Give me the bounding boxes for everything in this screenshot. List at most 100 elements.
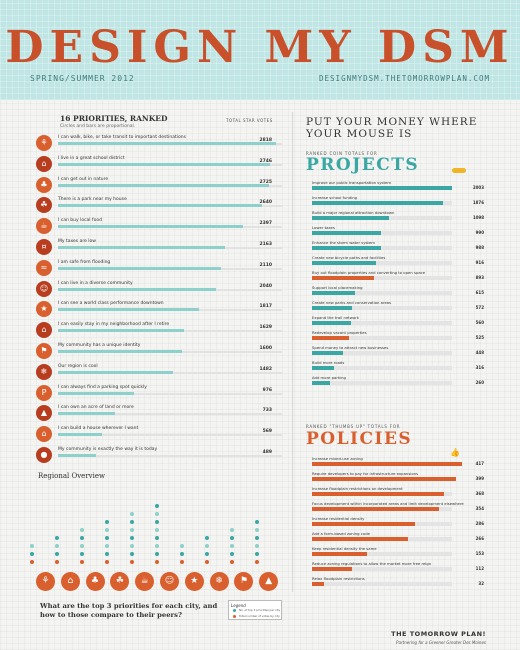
regional-marker — [105, 552, 109, 556]
legend-row: Total number of votes by city — [231, 614, 280, 620]
page-title: DESIGN MY DSM — [5, 22, 515, 73]
project-track — [312, 246, 452, 250]
policy-row: Increase residential density 286 — [306, 516, 484, 529]
priority-row: ☘ There is a park near my house 2640 — [36, 194, 282, 216]
legend-label: Total number of votes by city — [239, 614, 280, 618]
money-title: PUT YOUR MONEY WHERE YOUR MOUSE IS — [306, 116, 478, 140]
priority-label: I can walk, bike, or take transit to imp… — [58, 135, 186, 140]
theater-icon: ★ — [36, 301, 52, 318]
regional-marker — [55, 536, 59, 540]
policy-label: Increase floodplain restrictions on deve… — [312, 486, 403, 491]
policy-row: Add a form-based zoning code 266 — [306, 531, 484, 544]
policy-label: Focus development within incorporated ar… — [312, 501, 464, 506]
priority-label: I can see a world class performance down… — [58, 301, 164, 307]
project-track — [312, 261, 452, 265]
project-row: Support local placemaking 615 — [306, 285, 484, 298]
priority-value: 489 — [262, 450, 272, 455]
priority-value: 2040 — [259, 283, 272, 289]
policy-value: 112 — [475, 566, 484, 571]
project-track — [312, 336, 452, 340]
policy-row: Increase floodplain restrictions on deve… — [306, 486, 484, 499]
priority-value: 2397 — [259, 221, 272, 227]
priority-bar — [58, 225, 244, 229]
priority-value: 1600 — [259, 346, 272, 351]
regional-marker — [80, 528, 84, 532]
policy-value: 417 — [475, 461, 484, 466]
priority-label: I can build a house wherever I want — [58, 426, 139, 432]
flood-icon: ≈ — [36, 259, 52, 276]
project-value: 990 — [475, 230, 484, 235]
priority-value: 1817 — [259, 304, 272, 310]
priority-value: 976 — [262, 387, 272, 393]
site-url[interactable]: DESIGNMYDSM.THETOMORROWPLAN.COM — [319, 74, 490, 83]
regional-marker — [255, 528, 259, 532]
priorities-subtitle: Circles and bars are proportional. — [60, 124, 136, 129]
regional-marker — [80, 552, 84, 556]
regional-marker — [180, 552, 184, 556]
project-track — [312, 276, 452, 280]
project-bar — [312, 261, 377, 265]
priority-bar — [58, 433, 103, 437]
school-icon: ⌂ — [36, 155, 52, 172]
project-value: 572 — [475, 305, 484, 310]
home-icon: ⌂ — [36, 322, 52, 339]
regional-marker — [130, 536, 134, 540]
priority-bar — [58, 266, 222, 270]
cool-icon: ❄ — [36, 363, 52, 380]
project-value: 260 — [475, 380, 484, 385]
regional-marker — [230, 544, 234, 548]
food-icon: ☕ — [36, 218, 52, 235]
priority-value: 1629 — [259, 325, 272, 331]
regional-marker — [30, 552, 34, 556]
project-label: Expand the trail network — [312, 315, 359, 320]
policy-row: Reduce zoning regulations to allow the m… — [306, 561, 484, 574]
content-area — [0, 100, 520, 650]
project-row: Lower taxes 990 — [306, 225, 484, 238]
priority-value: 569 — [262, 429, 272, 435]
regional-marker — [80, 536, 84, 540]
project-label: Build more roads — [312, 360, 345, 365]
city-icon: ▲ — [259, 572, 279, 591]
tree-icon: ♣ — [36, 176, 52, 193]
priority-track — [58, 413, 282, 416]
city-icon: ★ — [184, 572, 204, 591]
priority-value: 2640 — [259, 200, 272, 206]
priority-bar — [58, 370, 173, 374]
policy-row: Keep residential density the same 153 — [306, 546, 484, 559]
project-value: 988 — [475, 245, 484, 250]
policy-value: 399 — [475, 476, 484, 481]
regional-marker — [255, 520, 259, 524]
policy-row: Relax floodplain restrictions 32 — [306, 576, 484, 589]
project-label: Create new parks and conservation areas — [312, 300, 392, 305]
priority-row: ≈ I am safe from flooding 2110 — [36, 257, 282, 279]
priority-label: I can own an acre of land or more — [58, 405, 134, 411]
policy-bar — [312, 477, 456, 481]
house-icon: ⌂ — [36, 426, 52, 443]
project-value: 1876 — [472, 200, 484, 205]
priority-label: My community is exactly the way it is to… — [58, 447, 158, 452]
project-track — [312, 291, 452, 295]
city-icon: ⚘ — [36, 572, 55, 591]
regional-marker — [55, 544, 59, 548]
bike-icon: ⚘ — [36, 135, 52, 151]
city-icon: ☺ — [160, 572, 179, 591]
project-track — [312, 381, 452, 385]
policy-bar — [312, 522, 415, 526]
priority-row: ⌂ I can easily stay in my neighborhood af… — [36, 319, 282, 341]
priority-track — [58, 392, 282, 395]
project-bar — [312, 276, 375, 280]
regional-marker — [155, 520, 159, 524]
city-icon: ♣ — [85, 572, 105, 591]
regional-marker — [130, 520, 134, 524]
priority-value: 2725 — [259, 179, 272, 185]
regional-marker — [255, 552, 259, 556]
city-icon: ⌂ — [60, 572, 80, 591]
project-bar — [312, 336, 349, 340]
land-icon: ▲ — [36, 405, 52, 422]
policy-label: Increase mixed-use zoning — [312, 456, 363, 461]
legend: Legend No. of top 3 priorities per city … — [228, 600, 282, 620]
priority-value: 2110 — [259, 262, 272, 268]
footer-brand: THE TOMORROW PLAN! — [391, 630, 486, 638]
project-bar — [312, 366, 335, 370]
priority-value: 733 — [262, 408, 272, 414]
